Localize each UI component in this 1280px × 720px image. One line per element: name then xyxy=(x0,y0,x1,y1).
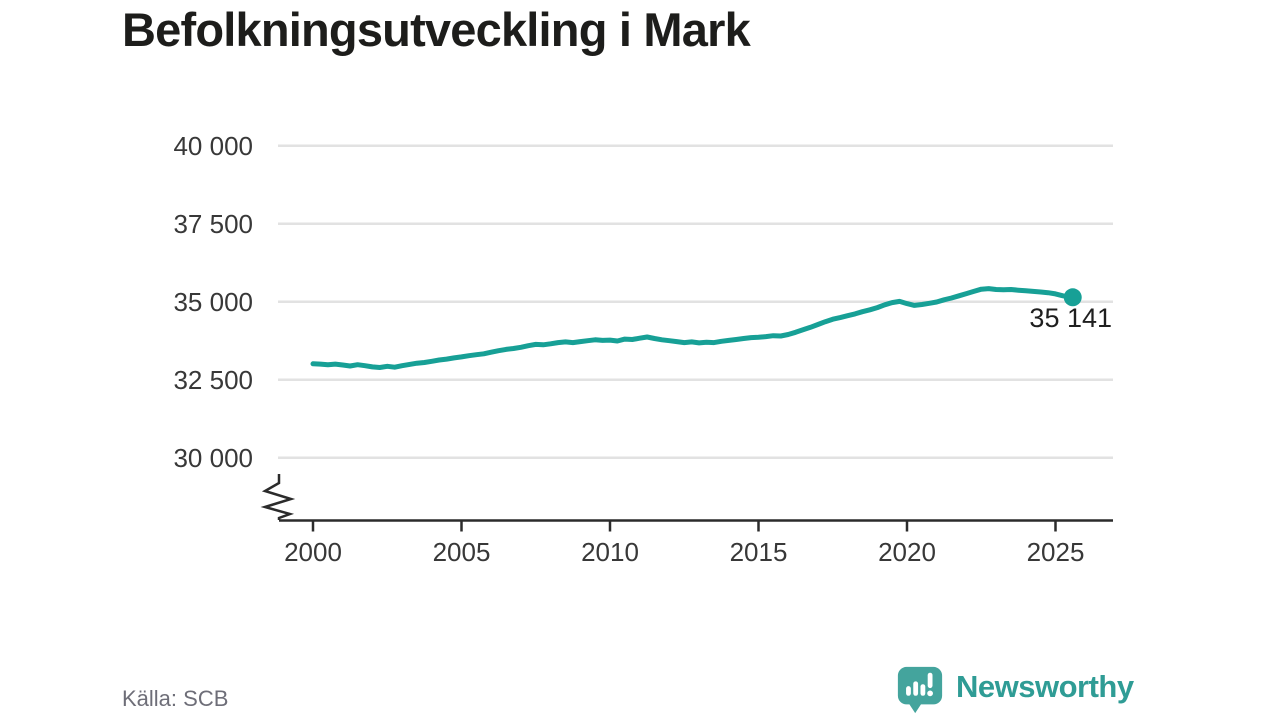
y-tick-label: 35 000 xyxy=(173,287,253,317)
axis-break-zigzag xyxy=(260,474,296,520)
end-value-label: 35 141 xyxy=(1029,303,1112,333)
brand-name: Newsworthy xyxy=(956,669,1134,704)
y-tick-label: 32 500 xyxy=(173,365,253,395)
y-tick-label: 37 500 xyxy=(173,209,253,239)
newsworthy-logo: Newsworthy xyxy=(895,664,1134,716)
y-tick-label: 30 000 xyxy=(173,443,253,473)
end-point-dot xyxy=(1063,288,1082,307)
x-tick-label: 2010 xyxy=(581,537,639,567)
x-tick-label: 2015 xyxy=(730,537,788,567)
x-tick-label: 2000 xyxy=(284,537,342,567)
x-tick-label: 2025 xyxy=(1027,537,1085,567)
source-note: Källa: SCB xyxy=(122,686,229,711)
newsworthy-speech-bubble-chart-icon xyxy=(897,666,943,714)
population-line xyxy=(310,286,1076,370)
chart-title: Befolkningsutveckling i Mark xyxy=(122,3,751,56)
y-tick-label: 40 000 xyxy=(173,131,253,161)
x-tick-label: 2005 xyxy=(433,537,491,567)
x-tick-label: 2020 xyxy=(878,537,936,567)
